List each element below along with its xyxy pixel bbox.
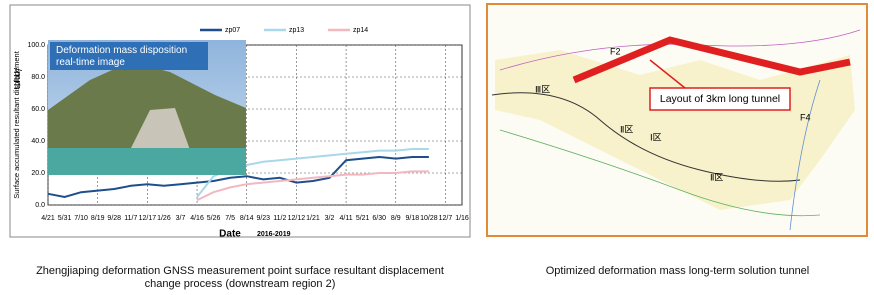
x-tick-label: 1/21	[306, 215, 320, 222]
legend-label: zp07	[225, 27, 240, 34]
map-label: Ⅲ区	[535, 84, 550, 94]
y-tick-label: 40.0	[31, 138, 45, 145]
figure: 0.0 20.0 40.0 60.0 80.0 100.0 4/215/317/108/19…	[0, 0, 874, 295]
legend-label: zp14	[353, 27, 368, 34]
page: {"chart_data": {"type": "line", "x_label…	[0, 0, 874, 295]
x-tick-label: 5/31	[58, 215, 72, 222]
x-tick-label: 9/23	[256, 215, 270, 222]
y-axis-unit: /mm	[11, 68, 23, 89]
x-tick-label: 1/26	[157, 215, 171, 222]
x-tick-label: 11/7	[124, 215, 137, 222]
caption-left: Zhengjiaping deformation GNSS measuremen…	[20, 265, 460, 291]
map-label: F4	[800, 112, 811, 122]
map-label: Ⅱ区	[710, 172, 723, 182]
y-tick-label: 0.0	[35, 202, 45, 209]
x-tick-label: 8/14	[240, 215, 254, 222]
x-tick-label: 8/9	[391, 215, 401, 222]
x-tick-label: 11/2	[273, 215, 286, 222]
y-tick-label: 80.0	[31, 74, 45, 81]
x-tick-label: 6/30	[372, 215, 386, 222]
x-tick-label: 4/21	[41, 215, 55, 222]
y-tick-label: 100.0	[27, 42, 45, 49]
x-tick-label: 12/12	[288, 215, 306, 222]
legend-label: zp13	[289, 27, 304, 34]
x-tick-label: 7/5	[225, 215, 235, 222]
x-tick-label: 3/2	[325, 215, 335, 222]
map-callout: Layout of 3km long tunnel	[660, 93, 780, 105]
x-tick-label: 9/28	[107, 215, 121, 222]
x-tick-label: 8/19	[91, 215, 105, 222]
x-tick-label: 5/26	[207, 215, 221, 222]
map-label: Ⅰ区	[650, 132, 662, 142]
x-tick-label: 4/11	[340, 215, 353, 222]
x-tick-label: 12/7	[439, 215, 453, 222]
x-axis-label: Date	[219, 229, 241, 240]
x-tick-label: 4/16	[190, 215, 204, 222]
x-tick-label: 9/18	[406, 215, 420, 222]
y-tick-label: 20.0	[31, 170, 45, 177]
x-tick-label: 5/21	[356, 215, 370, 222]
x-tick-label: 3/7	[176, 215, 186, 222]
x-axis-sublabel: 2016-2019	[257, 231, 291, 238]
x-tick-label: 1/16	[455, 215, 469, 222]
x-tick-label: 12/17	[139, 215, 157, 222]
map-label: Ⅱ区	[620, 124, 633, 134]
caption-right: Optimized deformation mass long-term sol…	[490, 265, 865, 278]
x-tick-label: 10/28	[420, 215, 438, 222]
x-tick-label: 7/10	[74, 215, 88, 222]
y-tick-label: 60.0	[31, 106, 45, 113]
map-label: F2	[610, 46, 621, 56]
